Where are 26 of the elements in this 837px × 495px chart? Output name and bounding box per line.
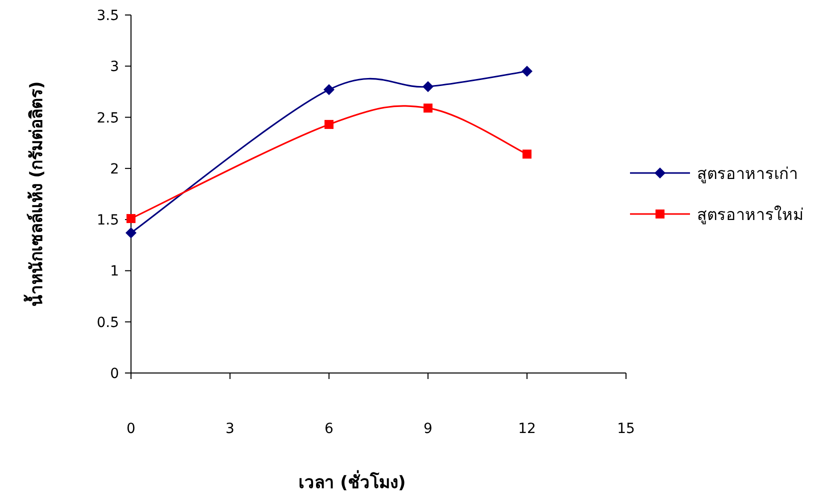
x-tick-label: 6 — [324, 421, 334, 437]
legend-label: สูตรอาหารเก่า — [697, 164, 798, 184]
y-tick-label: 3.5 — [96, 8, 119, 24]
point — [324, 84, 334, 96]
y-tick-label: 1 — [110, 264, 119, 280]
y-tick-label: 0 — [110, 366, 119, 382]
x-tick-label: 3 — [226, 421, 234, 437]
y-axis-title: น้ำหนักเซลล์แห้ง (กรัมต่อลิตร) — [23, 81, 47, 307]
point — [522, 66, 532, 77]
x-tick-label: 12 — [518, 421, 536, 437]
y-tick-label: 0.5 — [96, 314, 119, 331]
point — [424, 104, 432, 113]
y-tick-label: 3 — [110, 59, 119, 76]
x-axis-title: เวลา (ชั่วโมง) — [298, 470, 406, 493]
point — [126, 227, 136, 238]
legend-label: สูตรอาหารใหม่ — [697, 205, 804, 225]
point — [324, 120, 334, 129]
point — [422, 81, 434, 92]
y-tick-label: 2 — [110, 161, 119, 178]
x-tick-label: 15 — [617, 421, 635, 437]
y-tick-label: 1.5 — [96, 212, 119, 229]
point — [126, 214, 136, 224]
x-tick-label: 9 — [424, 421, 432, 437]
point — [522, 150, 532, 159]
x-tick-label: 0 — [126, 421, 136, 437]
y-tick-label: 2.5 — [96, 110, 119, 126]
